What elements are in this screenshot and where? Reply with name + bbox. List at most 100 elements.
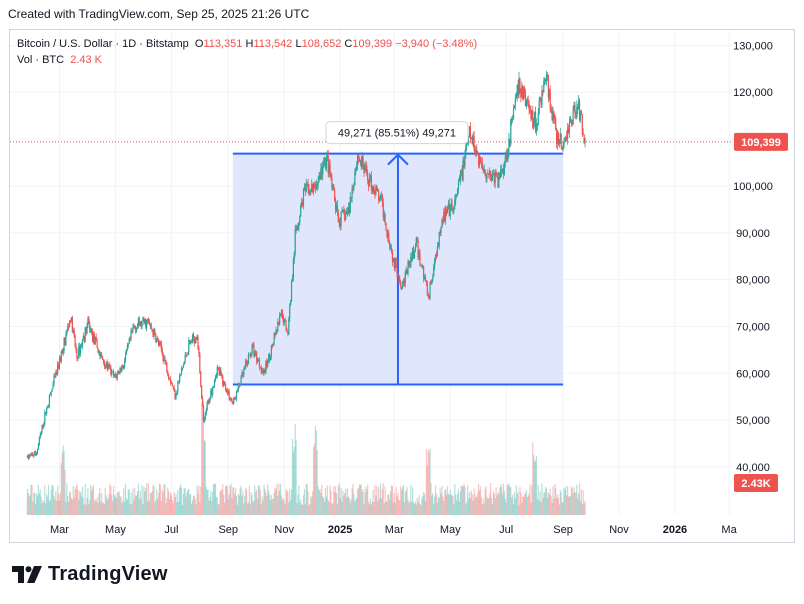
candle-body (457, 181, 460, 190)
volume-bar (223, 502, 226, 515)
candle-body (325, 157, 328, 168)
candle-body (222, 376, 224, 386)
candle-body (394, 257, 396, 269)
volume-bar (167, 487, 169, 515)
candle-body (135, 326, 137, 332)
volume-bar (46, 496, 49, 515)
volume-label[interactable]: Vol · BTC (17, 54, 65, 66)
candle-body (52, 383, 54, 389)
low-label: L (295, 38, 302, 50)
volume-bar (170, 495, 172, 515)
volume-bar (472, 500, 474, 515)
candle-body (416, 237, 418, 241)
candle-body (413, 251, 416, 259)
candle-body (337, 211, 339, 223)
candle-body (62, 350, 64, 354)
volume-bar (510, 486, 512, 515)
volume-bar (73, 497, 75, 515)
volume-bar (75, 486, 77, 515)
candle-body (157, 338, 159, 341)
volume-bar (417, 501, 419, 515)
volume-bar (90, 485, 92, 515)
volume-bar (567, 486, 569, 515)
volume-bar (43, 501, 45, 515)
candle-body (57, 364, 59, 374)
volume-bar (412, 487, 414, 515)
volume-bar (302, 495, 305, 515)
candle-body (227, 390, 229, 392)
candle-body (261, 369, 263, 374)
candle-body (427, 294, 429, 296)
volume-bar (144, 491, 146, 515)
volume-bar (427, 449, 429, 515)
candle-body (257, 360, 259, 362)
volume-bar (538, 500, 540, 515)
candle-body (91, 329, 93, 332)
candle-body (358, 158, 361, 161)
volume-bar (235, 488, 237, 515)
candle-body (281, 310, 283, 316)
candle-body (360, 160, 362, 167)
candle-body (279, 314, 282, 316)
candle-body (535, 123, 538, 132)
candle-body (275, 330, 277, 336)
candle-body (78, 346, 80, 359)
volume-bar (151, 491, 153, 515)
volume-bar (55, 491, 57, 515)
candle-body (323, 161, 325, 166)
volume-bar (154, 502, 156, 515)
candle-body (432, 276, 434, 280)
candle-body (424, 276, 427, 281)
volume-bar (485, 486, 487, 515)
time-tick-label: Sep (553, 524, 573, 536)
volume-bar (340, 488, 342, 515)
symbol-label[interactable]: Bitcoin / U.S. Dollar · 1D · Bitstamp (17, 38, 189, 50)
candle-body (42, 424, 44, 427)
volume-bar (345, 488, 347, 515)
candle-body (192, 334, 195, 340)
volume-bar (53, 495, 55, 515)
volume-bar (460, 485, 462, 515)
candle-body (312, 183, 314, 193)
volume-bar (106, 499, 108, 515)
candle-body (531, 110, 533, 119)
volume-bar (378, 487, 380, 515)
volume-bar (391, 485, 394, 515)
candle-body (46, 407, 48, 414)
volume-bar (423, 493, 426, 515)
candle-body (340, 211, 342, 227)
volume-bar (387, 494, 389, 515)
volume-bar (102, 503, 104, 515)
volume-bar (333, 486, 335, 515)
candle-body (540, 97, 542, 105)
volume-bar (91, 486, 94, 515)
volume-bar (519, 486, 521, 515)
candle-body (169, 379, 172, 383)
volume-bar (457, 489, 460, 515)
candle-body (450, 203, 452, 210)
volume-bar (241, 495, 243, 515)
volume-bar (578, 483, 581, 515)
candle-body (274, 332, 276, 336)
volume-bar (390, 485, 393, 515)
candle-body (75, 345, 77, 350)
tradingview-brand[interactable]: TradingView (12, 563, 168, 586)
volume-bar (46, 494, 48, 515)
volume-bar (443, 501, 445, 515)
candle-body (331, 178, 333, 188)
volume-bar (559, 489, 561, 515)
volume-bar (584, 500, 586, 515)
candle-body (301, 202, 303, 206)
candle-body (197, 336, 199, 349)
candle-body (156, 338, 158, 343)
candle-body (438, 232, 440, 247)
candle-body (390, 247, 392, 249)
volume-bar (122, 500, 124, 515)
candle-body (106, 361, 108, 370)
candle-body (55, 371, 57, 377)
candle-body (68, 326, 70, 328)
volume-bar (515, 485, 517, 515)
candle-body (144, 319, 146, 324)
candle-body (307, 184, 309, 190)
